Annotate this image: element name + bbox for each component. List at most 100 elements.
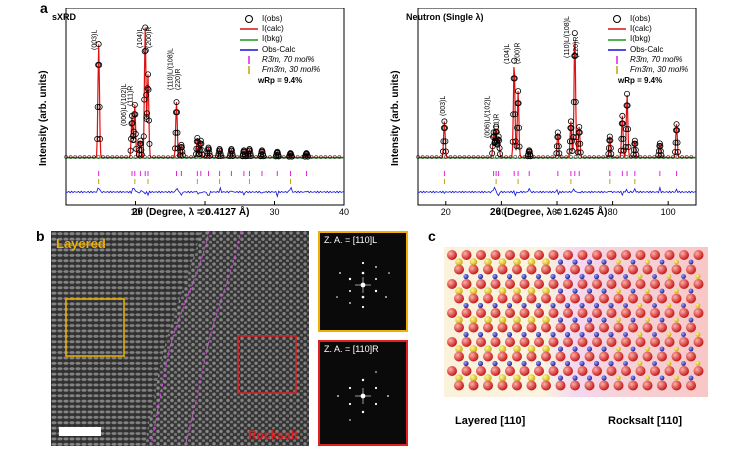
cation-atom [542,316,550,324]
legend-item-obs: I(obs) [240,14,320,24]
oxygen-atom [613,380,624,391]
obs-point [578,155,583,159]
oxygen-atom [635,308,646,318]
oxygen-atom [657,264,667,275]
obs-point [553,143,560,150]
peak-label: (220)R [573,37,580,58]
obs-point [496,137,503,144]
cation-atom [542,374,550,382]
oxygen-atom [541,380,551,391]
obs-point [441,118,448,125]
cation-atom [463,331,469,338]
obs-point [166,155,170,159]
sxrd-ylabel: Intensity (arb. units) [38,70,49,166]
oxygen-atom [563,250,573,260]
oxygen-atom [584,293,595,304]
oxygen-atom [606,279,617,289]
cation-atom [623,303,628,308]
obs-point [516,143,523,150]
cation-atom [469,287,478,295]
cation-atom [521,331,527,338]
obs-point [218,152,225,159]
obs-point [203,155,207,159]
cation-atom [630,317,636,323]
obs-point [550,155,555,159]
oxygen-atom [592,250,602,260]
sxrd-chart: 10 20 30 40 (003)L (006)L/(102)L (111)R (104)L(… [36,7,356,228]
obs-point [513,143,520,150]
obs-point [511,57,518,64]
obs-point [337,155,342,159]
cation-atom [579,302,585,309]
obs-point [514,124,521,131]
obs-point [574,149,581,156]
cation-atom [666,361,672,366]
cation-atom [498,374,507,382]
cation-atom [542,287,550,295]
obs-point [277,155,281,159]
peak-label: (110)L/(108)L [167,48,174,90]
obs-point [567,118,574,125]
stem-lattice [51,231,309,446]
obs-point [101,155,105,159]
obs-point [115,155,119,159]
obs-point [156,155,161,159]
neutron-title: Neutron (Single λ) [406,12,484,22]
obs-point [96,61,103,68]
oxygen-atom [541,322,551,333]
obs-point [144,85,151,92]
obs-point [485,155,490,159]
cation-atom [586,288,593,294]
obs-point [674,127,681,134]
cation-atom [681,274,686,279]
cation-atom [527,258,536,266]
crystal-model [444,247,708,397]
cation-atom [637,274,643,279]
obs-point [606,133,613,140]
oxygen-atom [505,337,515,347]
cation-atom [484,258,492,266]
oxygen-atom [613,293,624,304]
sxrd-xlabel: 2θ (Degree, λ = 0.4127 Å) [132,207,250,218]
neutron-legend: I(obs) I(calc) I(bkg) Obs-Calc R3̄m, 70 … [608,14,688,75]
cation-atom [659,346,665,352]
oxygen-atom [512,293,522,304]
obs-point [172,145,179,152]
oxygen-atom [606,308,617,318]
obs-point [675,155,680,159]
obs-point [119,155,124,159]
oxygen-atom [650,279,660,289]
oxygen-atom [519,279,530,289]
peak-label: (200)R [146,27,153,48]
legend-label: Obs-Calc [262,44,296,54]
oxygen-atom [671,293,682,304]
obs-point [286,155,291,159]
legend-label: R3̄m, 70 mol% [262,54,315,64]
obs-point [94,136,101,143]
oxygen-atom [642,264,653,275]
obs-point [510,111,517,118]
oxygen-atom [570,380,580,391]
obs-point [318,155,323,159]
cation-atom [455,258,463,266]
cation-atom [521,302,527,309]
obs-point [545,155,550,159]
oxygen-atom [476,337,486,347]
obs-point [448,155,453,159]
oxygen-atom [454,293,464,304]
oxygen-atom [613,264,624,275]
cation-atom [586,375,593,381]
oxygen-atom [664,308,675,318]
sxrd-legend: I(obs) I(calc) I(bkg) Obs-Calc R3̄m, 70 … [240,14,320,75]
cation-atom [492,273,498,280]
layered-roi-box [65,298,125,357]
oxygen-atom [693,366,704,376]
obs-point [619,112,626,119]
layered-caption: Layered [110] [455,415,526,427]
obs-point [607,145,614,152]
oxygen-atom [468,293,479,304]
cation-atom [637,332,643,337]
oxygen-atom [505,366,515,376]
obs-point [314,155,319,159]
obs-point [504,155,508,159]
